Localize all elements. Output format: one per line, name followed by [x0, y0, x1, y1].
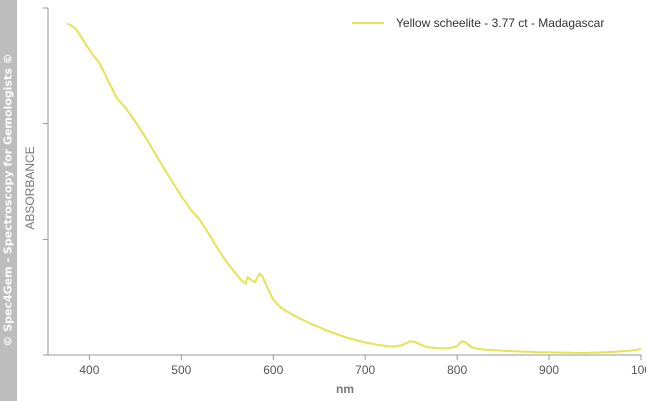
x-tick-label: 100 — [631, 363, 646, 377]
series-layer — [66, 22, 642, 354]
x-axis-title: nm — [336, 382, 354, 396]
x-tick-label: 400 — [79, 363, 99, 377]
x-tick-label: 800 — [447, 363, 467, 377]
x-axis-ticks: 400 500 600 700 800 900 100 — [79, 355, 646, 377]
watermark-sidebar: © Spec4Gem - Spectroscopy for Gemologist… — [0, 0, 17, 401]
x-tick-label: 900 — [539, 363, 559, 377]
y-axis-title: ABSORBANCE — [23, 146, 37, 229]
legend: Yellow scheelite - 3.77 ct - Madagascar — [352, 16, 604, 30]
y-axis-ticks — [43, 7, 48, 356]
x-tick-label: 500 — [171, 363, 191, 377]
chart-axes — [47, 8, 641, 356]
legend-label: Yellow scheelite - 3.77 ct - Madagascar — [396, 16, 604, 30]
x-tick-label: 700 — [355, 363, 375, 377]
x-tick-label: 600 — [263, 363, 283, 377]
series-line-yellow-scheelite — [66, 22, 642, 354]
